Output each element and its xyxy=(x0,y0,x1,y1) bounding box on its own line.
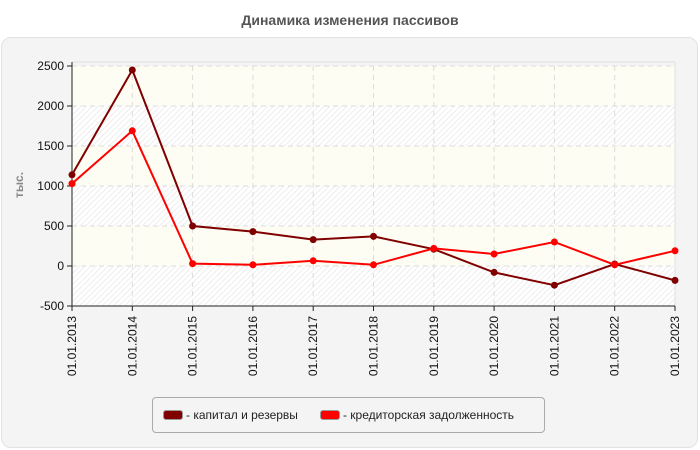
data-point[interactable] xyxy=(249,261,257,269)
y-axis-label: тыс. xyxy=(12,172,26,198)
x-tick-label: 01.01.2013 xyxy=(65,316,79,376)
x-tick-label: 01.01.2021 xyxy=(547,316,561,376)
series-line xyxy=(68,127,679,269)
data-point[interactable] xyxy=(128,127,136,135)
y-tick-label: 2500 xyxy=(37,59,64,73)
x-tick-label: 01.01.2015 xyxy=(186,316,200,376)
data-point[interactable] xyxy=(68,171,76,179)
y-tick-label: 2000 xyxy=(37,99,64,113)
x-tick-label: 01.01.2023 xyxy=(668,316,682,376)
legend: - капитал и резервы - кредиторская задол… xyxy=(152,397,545,433)
y-tick-label: 500 xyxy=(44,219,64,233)
data-point[interactable] xyxy=(128,66,136,74)
data-point[interactable] xyxy=(370,261,377,269)
y-tick-label: 0 xyxy=(57,259,64,273)
legend-item-payables[interactable]: - кредиторская задолженность xyxy=(319,408,515,422)
x-tick-label: 01.01.2014 xyxy=(125,316,139,376)
x-tick-label: 01.01.2017 xyxy=(306,316,320,376)
data-point[interactable] xyxy=(550,238,558,246)
data-point[interactable] xyxy=(68,180,76,188)
data-point[interactable] xyxy=(370,232,377,240)
data-point[interactable] xyxy=(490,250,498,258)
x-axis-ticks: 01.01.2013 01.01.2014 01.01.2015 01.01.2016… xyxy=(65,306,682,376)
legend-swatch xyxy=(319,410,340,420)
data-point[interactable] xyxy=(550,281,558,289)
y-tick-label: 1000 xyxy=(37,179,64,193)
legend-label: - кредиторская задолженность xyxy=(342,408,515,422)
data-series xyxy=(68,66,679,289)
chart-title: Динамика изменения пассивов xyxy=(241,12,459,28)
legend-item-capital[interactable]: - капитал и резервы xyxy=(163,408,298,422)
data-point[interactable] xyxy=(671,247,679,255)
x-tick-label: 01.01.2020 xyxy=(487,316,501,376)
x-tick-label: 01.01.2022 xyxy=(608,316,622,376)
data-point[interactable] xyxy=(611,261,619,269)
data-point[interactable] xyxy=(671,276,679,284)
x-tick-label: 01.01.2018 xyxy=(367,316,381,376)
data-point[interactable] xyxy=(309,257,317,265)
data-point[interactable] xyxy=(249,228,257,236)
x-tick-label: 01.01.2019 xyxy=(427,316,441,376)
legend-swatch xyxy=(163,410,183,420)
data-point[interactable] xyxy=(430,244,438,252)
data-point[interactable] xyxy=(490,268,498,276)
data-point[interactable] xyxy=(189,260,197,268)
x-tick-label: 01.01.2016 xyxy=(246,316,260,376)
legend-label: - капитал и резервы xyxy=(186,408,298,422)
y-tick-label: 1500 xyxy=(37,139,64,153)
data-point[interactable] xyxy=(189,222,197,230)
y-axis-ticks: -500 0 500 1000 1500 2000 2500 xyxy=(37,59,72,313)
y-tick-label: -500 xyxy=(40,299,64,313)
data-point[interactable] xyxy=(309,236,317,244)
